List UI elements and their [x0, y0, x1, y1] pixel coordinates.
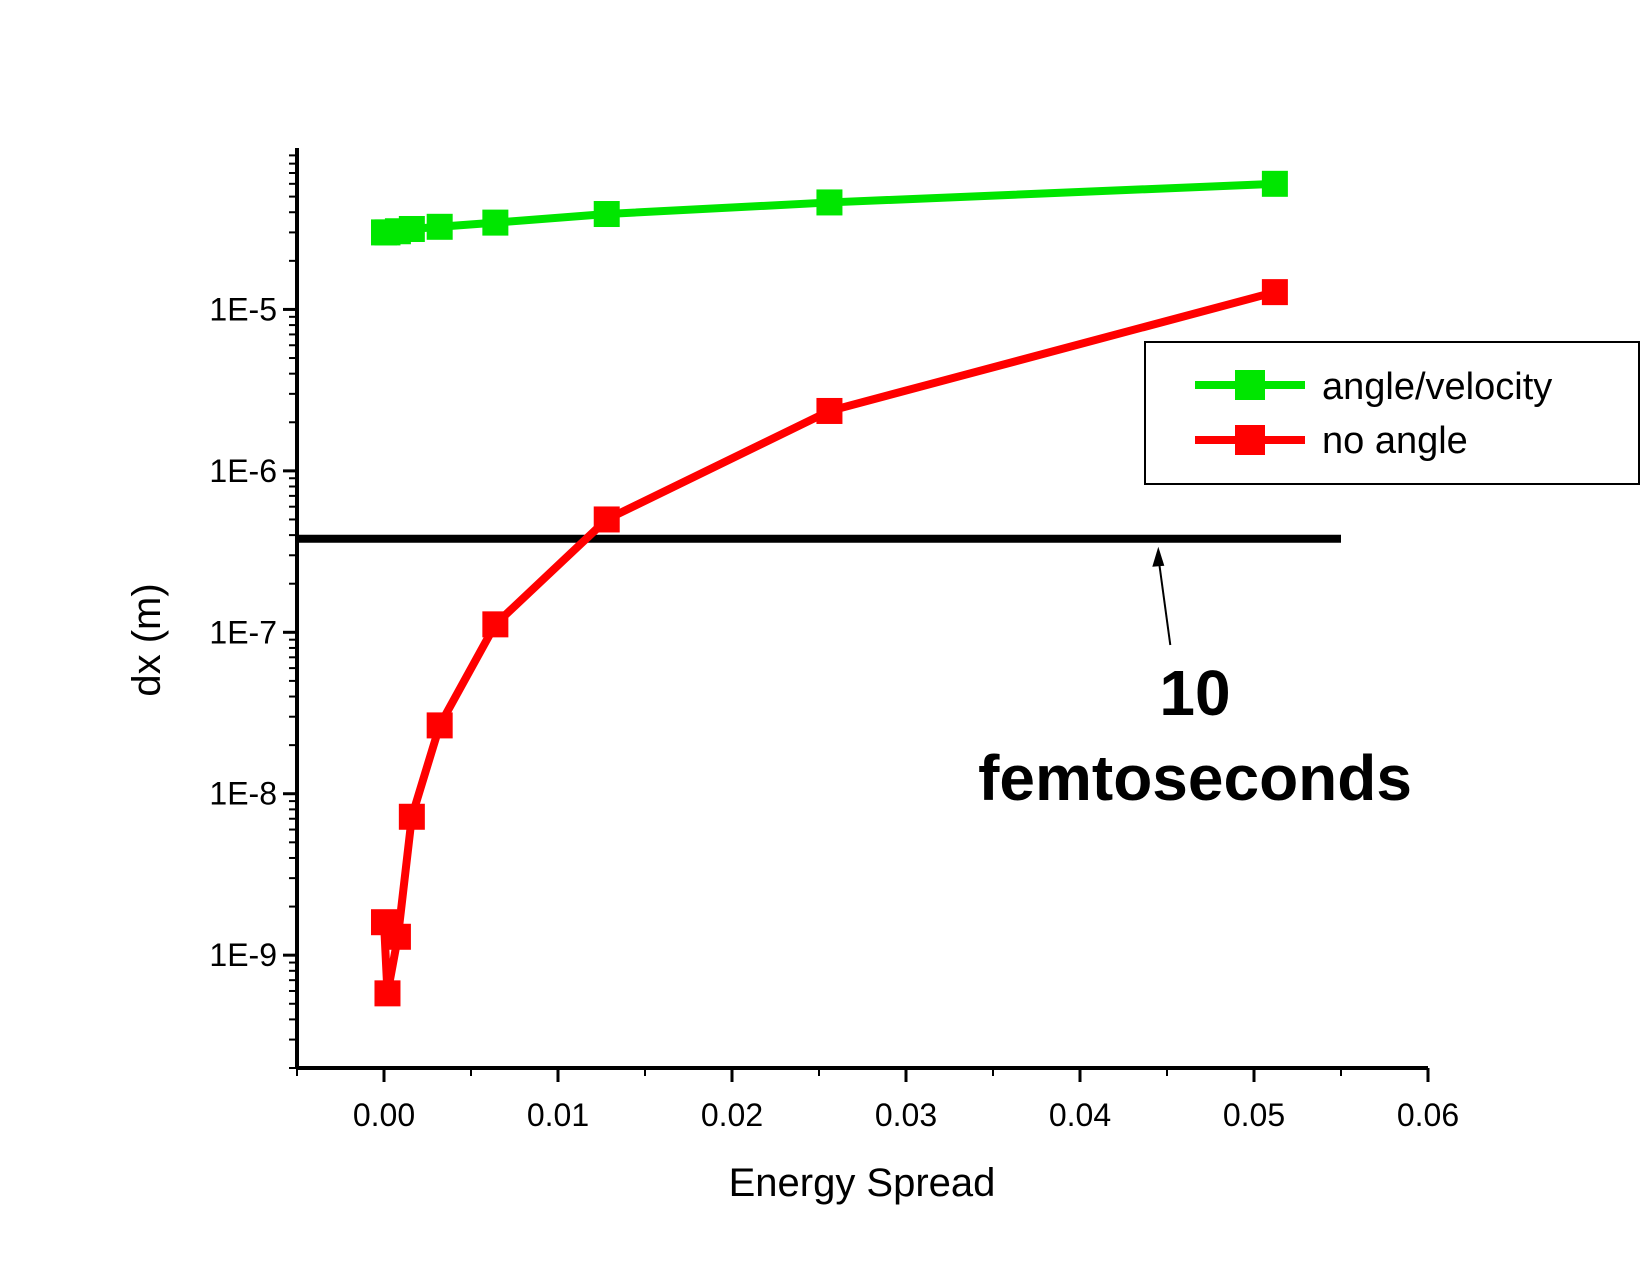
- data-point-angle-velocity: [482, 209, 509, 236]
- y-tick-label: 1E-9: [209, 937, 277, 973]
- data-point-no-angle: [398, 803, 425, 830]
- x-tick-label: 0.04: [1049, 1097, 1111, 1133]
- reference-line-group: [297, 534, 1341, 646]
- annotation-line-2: femtoseconds: [978, 742, 1412, 814]
- x-tick-label: 0.00: [353, 1097, 415, 1133]
- x-tick-label: 0.03: [875, 1097, 937, 1133]
- x-tick-label: 0.06: [1397, 1097, 1459, 1133]
- x-tick-label: 0.05: [1223, 1097, 1285, 1133]
- series-group: [371, 170, 1288, 1007]
- legend-label-angle-velocity: angle/velocity: [1322, 366, 1552, 408]
- legend: angle/velocity no angle: [1144, 341, 1640, 485]
- y-axis-title: dx (m): [125, 583, 169, 696]
- annotation-line-1: 10: [1159, 657, 1230, 729]
- annotation: 10 femtoseconds: [978, 657, 1412, 814]
- data-point-angle-velocity: [593, 201, 620, 228]
- data-point-no-angle: [384, 923, 411, 950]
- y-tick-label: 1E-7: [209, 614, 277, 650]
- data-point-angle-velocity: [1261, 170, 1288, 197]
- data-point-angle-velocity: [398, 215, 425, 242]
- y-tick-label: 1E-5: [209, 291, 277, 327]
- axes: [295, 148, 1428, 1070]
- data-point-angle-velocity: [816, 189, 843, 216]
- data-point-no-angle: [816, 397, 843, 424]
- y-tick-label: 1E-8: [209, 776, 277, 812]
- data-point-angle-velocity: [426, 213, 453, 240]
- legend-box: [1144, 341, 1640, 485]
- legend-marker-angle-velocity: [1235, 370, 1265, 400]
- legend-marker-no-angle: [1235, 425, 1265, 455]
- y-axis-ticks: 1E-9 1E-8 1E-7 1E-6 1E-5: [209, 154, 297, 1069]
- data-point-no-angle: [593, 506, 620, 533]
- x-tick-label: 0.01: [527, 1097, 589, 1133]
- x-axis-ticks: 0.00 0.01 0.02 0.03 0.04 0.05 0.06: [296, 1068, 1459, 1133]
- data-point-no-angle: [482, 611, 509, 638]
- x-tick-label: 0.02: [701, 1097, 763, 1133]
- annotation-arrow-shaft: [1157, 556, 1172, 646]
- legend-label-no-angle: no angle: [1322, 420, 1468, 462]
- data-point-no-angle: [426, 712, 453, 739]
- data-point-no-angle: [1261, 279, 1288, 306]
- x-axis-title: Energy Spread: [729, 1161, 996, 1205]
- series-line-no-angle: [380, 288, 1276, 998]
- y-tick-label: 1E-6: [209, 453, 277, 489]
- annotation-arrow-head: [1152, 546, 1165, 567]
- data-point-no-angle: [374, 980, 401, 1007]
